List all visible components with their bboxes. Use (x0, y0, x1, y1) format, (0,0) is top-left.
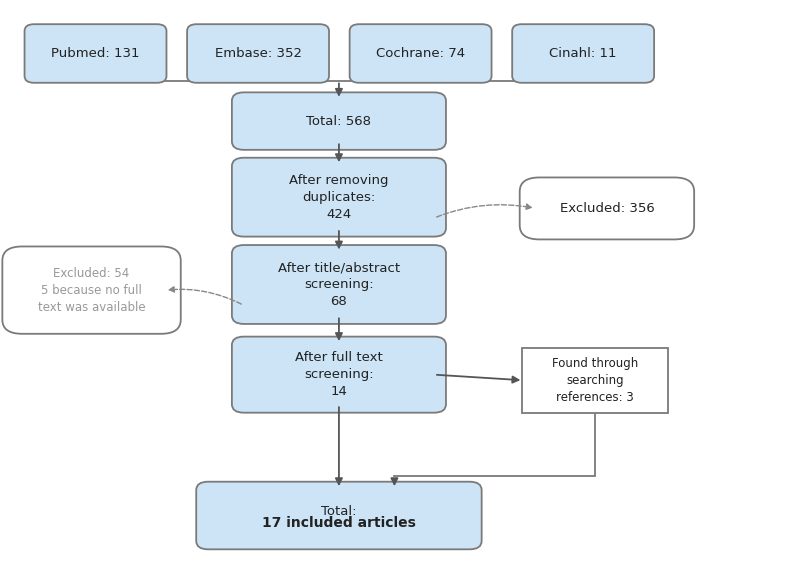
FancyBboxPatch shape (232, 158, 446, 237)
FancyBboxPatch shape (522, 348, 668, 413)
FancyBboxPatch shape (232, 92, 446, 150)
FancyBboxPatch shape (187, 24, 329, 83)
FancyBboxPatch shape (196, 482, 482, 549)
Text: Embase: 352: Embase: 352 (214, 47, 302, 60)
Text: Total: 568: Total: 568 (306, 114, 371, 127)
Text: After full text
screening:
14: After full text screening: 14 (295, 351, 383, 398)
FancyBboxPatch shape (2, 246, 181, 334)
Text: Cochrane: 74: Cochrane: 74 (376, 47, 465, 60)
Text: After removing
duplicates:
424: After removing duplicates: 424 (289, 174, 389, 221)
Text: After title/abstract
screening:
68: After title/abstract screening: 68 (278, 261, 400, 308)
Text: 17 included articles: 17 included articles (262, 516, 416, 530)
Text: Pubmed: 131: Pubmed: 131 (51, 47, 140, 60)
FancyBboxPatch shape (232, 337, 446, 413)
FancyBboxPatch shape (520, 178, 694, 240)
Text: Cinahl: 11: Cinahl: 11 (550, 47, 617, 60)
FancyBboxPatch shape (232, 245, 446, 324)
Text: Total:: Total: (321, 505, 357, 518)
Text: Excluded: 356: Excluded: 356 (559, 202, 654, 215)
FancyBboxPatch shape (350, 24, 491, 83)
FancyBboxPatch shape (512, 24, 654, 83)
FancyBboxPatch shape (25, 24, 166, 83)
Text: Excluded: 54
5 because no full
text was available: Excluded: 54 5 because no full text was … (38, 267, 146, 314)
Text: Found through
searching
references: 3: Found through searching references: 3 (552, 357, 638, 404)
